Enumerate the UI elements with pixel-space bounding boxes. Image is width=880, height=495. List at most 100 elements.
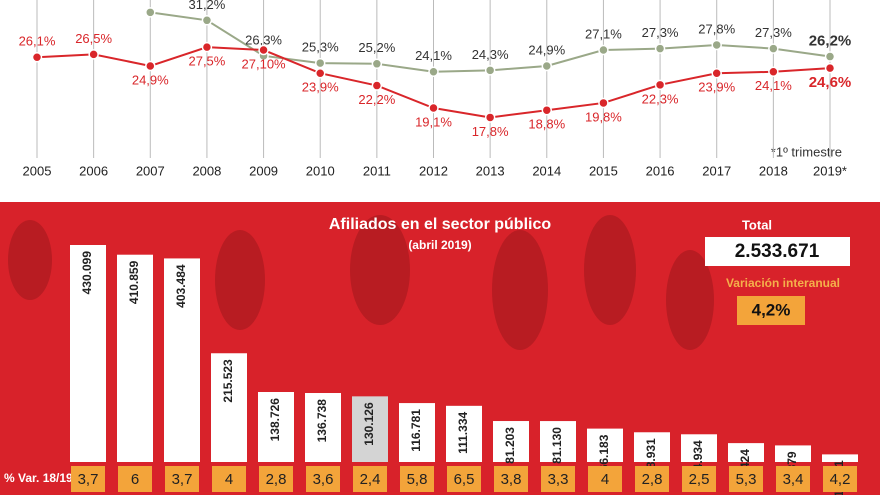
annotation: *1º trimestre (771, 144, 842, 159)
point (201, 15, 213, 26)
change-box (165, 466, 199, 492)
data-label: 22,2% (358, 92, 395, 107)
data-label: 19,1% (415, 114, 452, 129)
bar-label: 111.334 (456, 412, 470, 454)
data-label: 27,3% (755, 25, 792, 40)
bar (211, 353, 247, 462)
point (145, 60, 156, 72)
data-label: 25,3% (302, 40, 339, 55)
data-label: 24,3% (472, 47, 509, 62)
point (428, 102, 439, 114)
total-value: 2.533.671 (735, 241, 820, 262)
point (484, 112, 496, 123)
bar-label: 430.099 (80, 251, 94, 295)
bar (446, 405, 482, 462)
change-label: 5,3 (736, 471, 757, 488)
bar-label: 116.781 (409, 409, 423, 452)
data-label: 24,1% (755, 78, 792, 93)
change-label: 3,6 (313, 471, 334, 488)
point (201, 41, 213, 53)
x-tick-label: 2014 (532, 163, 561, 178)
bar-label: 410.859 (127, 260, 141, 304)
change-title: % Var. 18/19 (4, 471, 73, 485)
change-box (541, 466, 575, 492)
change-label: 3,3 (548, 471, 569, 488)
change-label: 5,8 (407, 471, 428, 488)
x-tick-label: 2012 (419, 163, 448, 178)
bar-label: 81.130 (550, 427, 564, 464)
bar-title: Afiliados en el sector público (329, 216, 551, 233)
bar-label: 130.126 (362, 402, 376, 446)
point (88, 49, 99, 60)
point (541, 60, 553, 72)
bar-label: 66.183 (597, 434, 611, 471)
x-tick-label: 2013 (476, 163, 505, 178)
variation-value: 4,2% (752, 300, 791, 319)
point (371, 80, 383, 91)
data-label: 26,1% (19, 34, 56, 49)
change-label: 3,4 (783, 471, 804, 488)
data-label: 24,9% (528, 42, 565, 57)
bar (258, 392, 294, 462)
point (314, 57, 326, 69)
data-label: 24,9% (132, 72, 169, 87)
bar-subtitle: (abril 2019) (408, 238, 471, 252)
point (258, 44, 269, 56)
change-label: 3,7 (78, 471, 99, 488)
bar (70, 244, 106, 462)
point (711, 39, 722, 51)
data-label: 27,5% (188, 54, 225, 69)
x-tick-label: 2019* (813, 163, 847, 178)
data-label: 23,9% (302, 80, 339, 95)
bar (775, 445, 811, 462)
bar-label: 58.931 (644, 438, 658, 475)
bar (305, 393, 341, 462)
bar (634, 432, 670, 462)
x-tick-label: 2009 (249, 163, 278, 178)
change-box (259, 466, 293, 492)
data-label: 24,1% (415, 48, 452, 63)
point (371, 58, 383, 70)
data-label: 26,3% (245, 32, 282, 47)
data-label: 27,1% (585, 26, 622, 41)
point (824, 51, 836, 62)
change-label: 2,8 (266, 471, 287, 488)
point (654, 79, 666, 91)
x-tick-label: 2005 (23, 163, 52, 178)
bar (493, 421, 529, 462)
data-label: 26,5% (75, 31, 112, 46)
bar-label: 138.726 (268, 398, 282, 442)
point (145, 7, 156, 18)
data-label: 19,8% (585, 109, 622, 124)
x-tick-label: 2006 (79, 163, 108, 178)
data-label: 18,8% (528, 117, 565, 132)
change-box (118, 466, 152, 492)
data-label: 26,2% (809, 33, 852, 50)
point (598, 44, 609, 56)
x-tick-label: 2015 (589, 163, 618, 178)
x-tick-label: 2017 (702, 163, 731, 178)
data-label: 24,6% (809, 74, 852, 91)
change-box (682, 466, 716, 492)
change-label: 3,7 (172, 471, 193, 488)
total-box (705, 237, 850, 266)
data-label: 22,3% (642, 91, 679, 106)
data-label: 27,10% (242, 56, 287, 71)
bar (352, 396, 388, 462)
point (654, 43, 666, 54)
point (31, 52, 43, 63)
bar (681, 434, 717, 462)
bar-label: 81.203 (503, 427, 517, 464)
variation-title: Variación interanual (726, 276, 840, 290)
x-tick-label: 2011 (363, 163, 391, 178)
x-tick-label: 2018 (759, 163, 788, 178)
data-label: 27,3% (642, 25, 679, 40)
bar-label: 136.738 (315, 399, 329, 443)
change-label: 4,2 (830, 471, 851, 488)
change-box (71, 466, 105, 492)
bar-label: 215.523 (221, 359, 235, 403)
bar-label: 403.484 (174, 264, 188, 308)
bar (822, 454, 858, 462)
x-tick-label: 2016 (646, 163, 675, 178)
